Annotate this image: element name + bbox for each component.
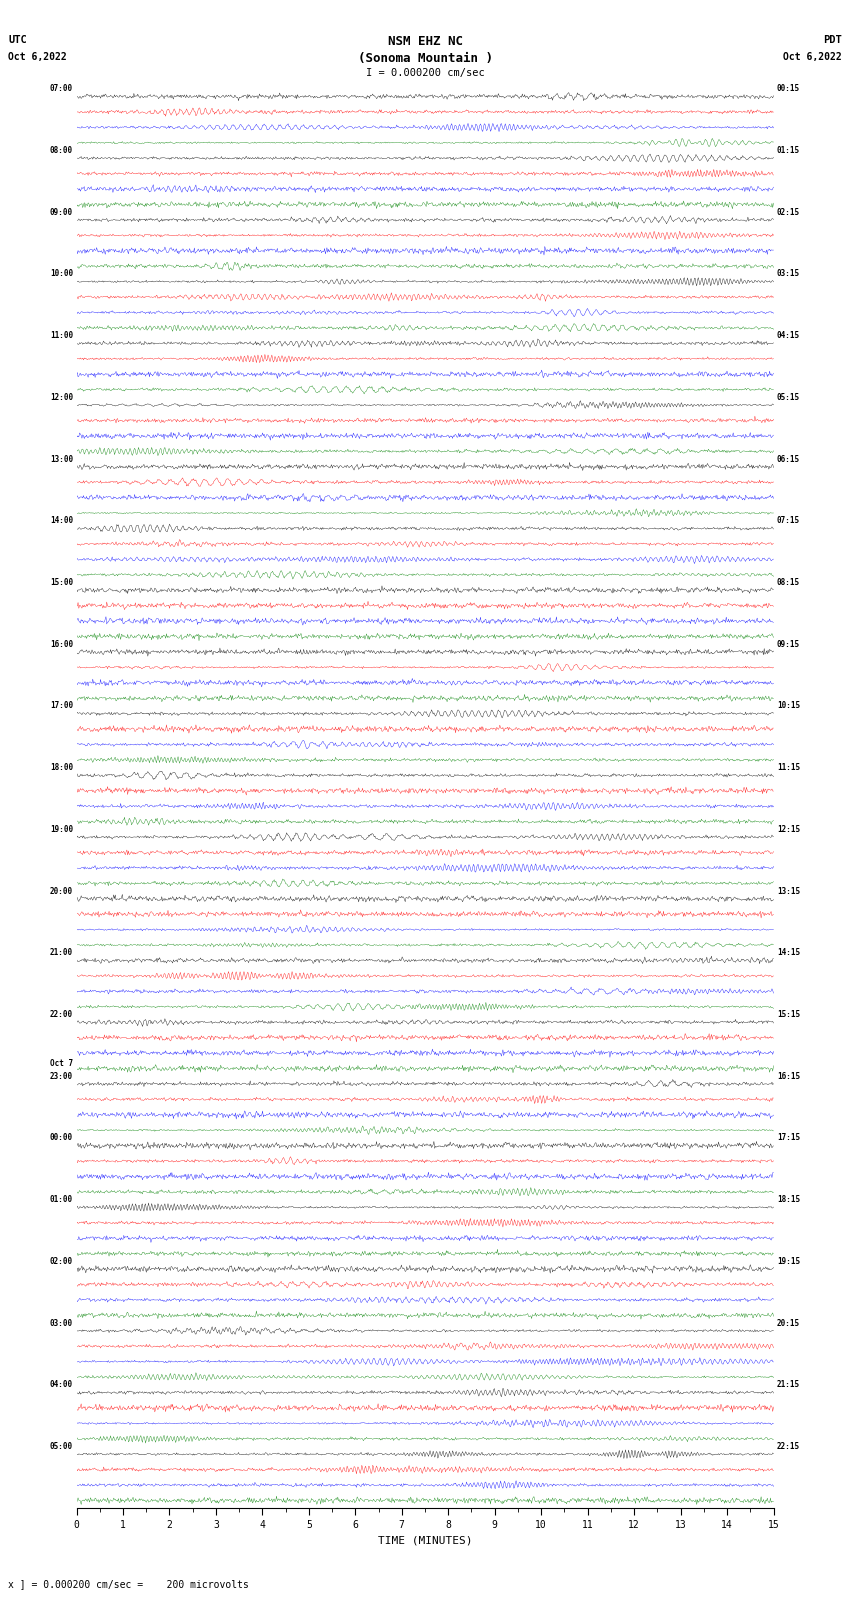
Text: 13:15: 13:15: [777, 887, 800, 895]
Text: 06:15: 06:15: [777, 455, 800, 463]
Text: 00:00: 00:00: [50, 1134, 73, 1142]
Text: 01:15: 01:15: [777, 145, 800, 155]
X-axis label: TIME (MINUTES): TIME (MINUTES): [377, 1536, 473, 1545]
Text: (Sonoma Mountain ): (Sonoma Mountain ): [358, 52, 492, 65]
Text: 09:00: 09:00: [50, 208, 73, 216]
Text: 22:00: 22:00: [50, 1010, 73, 1019]
Text: 21:15: 21:15: [777, 1381, 800, 1389]
Text: 08:15: 08:15: [777, 577, 800, 587]
Text: 02:00: 02:00: [50, 1257, 73, 1266]
Text: 01:00: 01:00: [50, 1195, 73, 1203]
Text: 00:15: 00:15: [777, 84, 800, 94]
Text: 13:00: 13:00: [50, 455, 73, 463]
Text: 22:15: 22:15: [777, 1442, 800, 1452]
Text: 07:00: 07:00: [50, 84, 73, 94]
Text: 08:00: 08:00: [50, 145, 73, 155]
Text: 11:15: 11:15: [777, 763, 800, 773]
Text: 11:00: 11:00: [50, 331, 73, 340]
Text: 18:15: 18:15: [777, 1195, 800, 1203]
Text: UTC: UTC: [8, 35, 27, 45]
Text: PDT: PDT: [823, 35, 842, 45]
Text: 15:00: 15:00: [50, 577, 73, 587]
Text: 14:15: 14:15: [777, 948, 800, 957]
Text: 18:00: 18:00: [50, 763, 73, 773]
Text: 12:00: 12:00: [50, 394, 73, 402]
Text: 23:00: 23:00: [50, 1071, 73, 1081]
Text: 19:00: 19:00: [50, 824, 73, 834]
Text: 17:15: 17:15: [777, 1134, 800, 1142]
Text: NSM EHZ NC: NSM EHZ NC: [388, 35, 462, 48]
Text: 16:00: 16:00: [50, 640, 73, 648]
Text: Oct 7: Oct 7: [50, 1060, 73, 1068]
Text: 12:15: 12:15: [777, 824, 800, 834]
Text: 21:00: 21:00: [50, 948, 73, 957]
Text: 04:15: 04:15: [777, 331, 800, 340]
Text: 02:15: 02:15: [777, 208, 800, 216]
Text: 16:15: 16:15: [777, 1071, 800, 1081]
Text: x ] = 0.000200 cm/sec =    200 microvolts: x ] = 0.000200 cm/sec = 200 microvolts: [8, 1579, 249, 1589]
Text: 03:15: 03:15: [777, 269, 800, 279]
Text: Oct 6,2022: Oct 6,2022: [8, 52, 67, 61]
Text: 10:15: 10:15: [777, 702, 800, 710]
Text: Oct 6,2022: Oct 6,2022: [783, 52, 842, 61]
Text: 15:15: 15:15: [777, 1010, 800, 1019]
Text: 14:00: 14:00: [50, 516, 73, 526]
Text: 10:00: 10:00: [50, 269, 73, 279]
Text: 05:00: 05:00: [50, 1442, 73, 1452]
Text: 03:00: 03:00: [50, 1318, 73, 1327]
Text: I = 0.000200 cm/sec: I = 0.000200 cm/sec: [366, 68, 484, 77]
Text: 19:15: 19:15: [777, 1257, 800, 1266]
Text: 05:15: 05:15: [777, 394, 800, 402]
Text: 04:00: 04:00: [50, 1381, 73, 1389]
Text: 17:00: 17:00: [50, 702, 73, 710]
Text: 20:00: 20:00: [50, 887, 73, 895]
Text: 07:15: 07:15: [777, 516, 800, 526]
Text: 09:15: 09:15: [777, 640, 800, 648]
Text: 20:15: 20:15: [777, 1318, 800, 1327]
